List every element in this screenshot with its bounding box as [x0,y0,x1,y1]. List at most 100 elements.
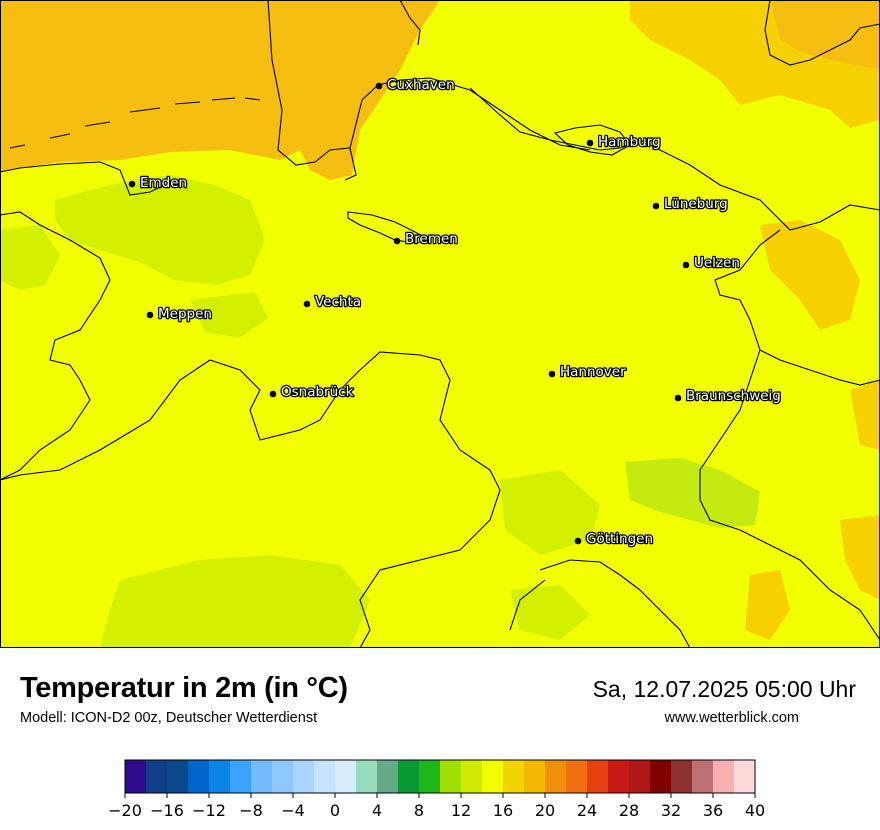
legend-swatch [713,760,735,793]
city-dot [574,537,582,545]
legend-swatch [692,760,714,793]
legend-tick-label: 28 [619,801,639,820]
legend-swatch [293,760,315,793]
cool-zones [0,175,760,648]
city-dot [269,390,277,398]
legend-ticks: −20 −16 −12 −8 −4 0 4 8 12 16 20 24 28 32 36 40 [108,793,765,820]
northeast-coast [764,0,880,66]
city-dot [674,394,682,402]
legend-tick-label: 36 [703,801,723,820]
legend-swatch [671,760,693,793]
legend-swatch [272,760,294,793]
border-south-mid [509,559,691,648]
cool-zone-emsland [55,175,265,285]
city-label-braunschweig: Braunschweig [686,388,781,404]
legend-swatch [188,760,210,793]
legend-swatch [734,760,756,793]
legend-swatch [587,760,609,793]
legend-swatch [419,760,441,793]
city-label-cuxhaven: Cuxhaven [387,77,455,93]
legend-swatch [482,760,504,793]
city-label-hamburg: Hamburg [598,134,661,150]
cool-zone-south [510,585,590,640]
elbe-river [469,87,880,231]
city-label-lueneburg: Lüneburg [664,196,728,212]
temperature-map: Cuxhaven Hamburg Emden Lüneburg Bremen U… [0,0,880,648]
warm-zones [0,0,880,640]
legend-swatches [125,760,756,793]
legend-swatch [230,760,252,793]
islands [9,97,261,149]
legend-swatch [608,760,630,793]
warm-zone-jade [268,0,440,180]
model-subtitle: Modell: ICON-D2 00z, Deutscher Wetterdie… [20,710,318,726]
warm-zone-east-edge [840,515,880,600]
city-dot [548,370,556,378]
city-dot [393,237,401,245]
city-label-bremen: Bremen [405,231,458,247]
legend-swatch [314,760,336,793]
legend-swatch [461,760,483,793]
legend-swatch [125,760,147,793]
legend-swatch [377,760,399,793]
city-label-vechta: Vechta [315,294,361,310]
legend-swatch [503,760,525,793]
cool-zone-solling [500,470,600,555]
legend-swatch [209,760,231,793]
city-label-osnabrueck: Osnabrück [281,384,354,400]
state-border-west [0,211,111,481]
city-label-emden: Emden [140,175,187,191]
legend-tick-label: −20 [108,801,142,820]
map-title: Temperatur in 2m (in °C) [20,672,348,704]
warm-zone-south-east [745,570,790,640]
legend-tick-label: 0 [330,801,340,820]
city-label-goettingen: Göttingen [586,531,653,547]
city-dot [146,311,154,319]
jade-bay [267,0,591,181]
legend-swatch [335,760,357,793]
warm-zone-east [760,220,860,330]
legend-swatch [356,760,378,793]
warm-zone-southeast [850,380,880,450]
legend-swatch [440,760,462,793]
website-link[interactable]: www.wetterblick.com [664,710,799,726]
legend-frame [124,759,756,794]
legend-swatch [545,760,567,793]
legend-tick-label: 8 [414,801,424,820]
legend-tick-label: −4 [281,801,305,820]
legend-tick-label: 24 [577,801,597,820]
legend-swatch [629,760,651,793]
cool-zone-harz [625,458,760,528]
legend-swatch [524,760,546,793]
cool-zone-west [0,225,60,290]
border-north-west [399,0,421,46]
legend-tick-label: 40 [745,801,765,820]
bremen-border [347,211,432,244]
cool-zone-southwest [100,555,370,648]
state-border-south [0,351,501,648]
legend-swatch [146,760,168,793]
legend-tick-label: 12 [451,801,471,820]
color-legend: −20 −16 −12 −8 −4 0 4 8 12 16 20 24 28 32 36 40 [108,759,765,820]
city-dot [652,202,660,210]
city-dot [375,82,383,90]
legend-swatch [251,760,273,793]
legend-tick-label: −16 [150,801,184,820]
legend-swatch [566,760,588,793]
city-label-uelzen: Uelzen [694,255,740,271]
state-border-east [714,229,880,386]
city-dot [682,261,690,269]
legend-swatch [650,760,672,793]
city-dot [586,139,594,147]
city-label-hannover: Hannover [560,364,626,380]
warm-zone-north [630,0,880,128]
legend-tick-label: −8 [239,801,263,820]
legend-swatch [398,760,420,793]
borders [0,0,880,648]
legend-swatch [167,760,189,793]
legend-tick-label: 16 [493,801,513,820]
city-dot [128,180,136,188]
city-labels: Cuxhaven Hamburg Emden Lüneburg Bremen U… [139,76,782,549]
cool-zone-mid [190,292,268,338]
legend-tick-label: 4 [372,801,382,820]
